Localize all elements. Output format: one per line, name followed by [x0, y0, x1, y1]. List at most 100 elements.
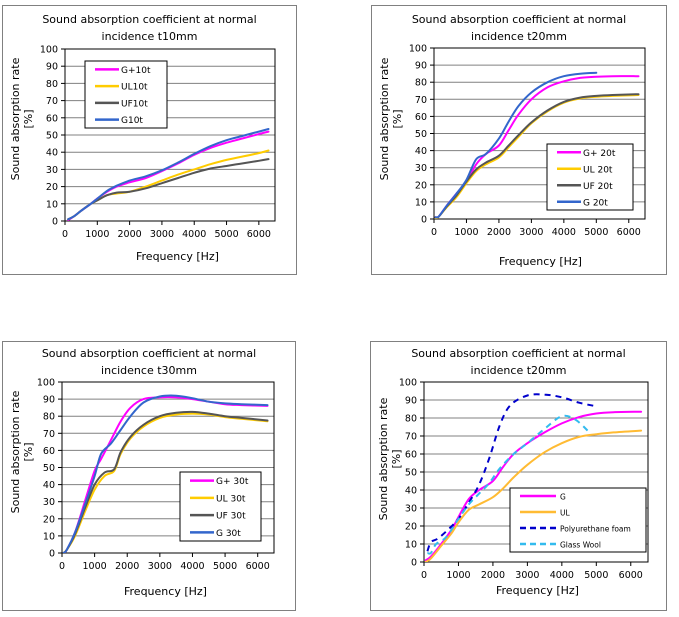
x-tick-label: 1000 — [85, 229, 109, 240]
legend-label: UF10t — [121, 99, 148, 109]
y-tick-label: 80 — [405, 414, 417, 425]
y-tick-label: 90 — [43, 395, 55, 406]
y-tick-label: 60 — [415, 112, 427, 123]
legend: G+10t UL10t UF10t G10t — [84, 60, 168, 129]
x-axis-label: Frequency [Hz] — [496, 584, 579, 597]
legend-box — [84, 60, 168, 129]
chart-t20mm-comparison: Sound absorption coefficient at normal i… — [370, 341, 667, 611]
chart-title-line1: Sound absorption coefficient at normal — [411, 347, 626, 360]
x-tick-label: 2000 — [118, 229, 142, 240]
x-tick-label: 5000 — [214, 229, 238, 240]
series-line-g-30t — [62, 394, 269, 553]
series-line-ul — [424, 429, 643, 562]
legend-label: G+ 20t — [583, 149, 616, 159]
legend-label: G — [560, 493, 566, 502]
y-tick-label: 60 — [46, 113, 58, 124]
y-tick-label: 20 — [415, 180, 427, 191]
plot-area — [64, 48, 276, 222]
legend-label: G10t — [121, 116, 143, 126]
y-tick-label: 10 — [43, 531, 55, 542]
y-tick-label: 100 — [37, 378, 55, 389]
y-tick-label: 100 — [399, 378, 417, 389]
y-tick-label: 0 — [52, 217, 58, 228]
y-tick-label: 90 — [405, 396, 417, 407]
chart-title: Sound absorption coefficient at normal i… — [3, 345, 295, 379]
legend-box — [179, 471, 262, 542]
y-tick-label: 10 — [415, 197, 427, 208]
y-tick-label: 30 — [405, 504, 417, 515]
x-axis-label: Frequency [Hz] — [499, 255, 582, 268]
y-tick-label: 80 — [415, 78, 427, 89]
plot-area — [61, 381, 275, 554]
chart-t20mm: Sound absorption coefficient at normal i… — [371, 5, 667, 275]
series-line-ul10t — [67, 149, 270, 221]
x-tick-label: 4000 — [182, 229, 206, 240]
y-tick-label: 40 — [43, 480, 55, 491]
x-tick-label: 0 — [62, 229, 68, 240]
y-tick-label: 0 — [49, 549, 55, 560]
y-tick-label: 0 — [411, 558, 417, 569]
series-line-g-20t — [434, 71, 598, 219]
y-tick-label: 30 — [46, 165, 58, 176]
y-tick-label: 100 — [40, 45, 58, 56]
legend-label: UL 30t — [216, 494, 246, 504]
series-line-g-10t — [67, 130, 270, 221]
legend-label: UF 20t — [583, 182, 613, 192]
x-tick-label: 1000 — [83, 561, 107, 572]
legend-label: G 30t — [216, 529, 241, 539]
y-tick-label: 0 — [421, 215, 427, 226]
series-group — [62, 394, 269, 553]
chart-t10mm: Sound absorption coefficient at normal i… — [2, 5, 297, 275]
x-tick-label: 3000 — [150, 229, 174, 240]
x-tick-label: 4000 — [180, 561, 204, 572]
x-tick-label: 0 — [421, 570, 427, 581]
legend-label: UF 30t — [216, 512, 246, 522]
chart-title-line1: Sound absorption coefficient at normal — [411, 13, 627, 26]
legend-label: G+ 30t — [216, 477, 249, 487]
chart-title-line1: Sound absorption coefficient at normal — [42, 13, 257, 26]
legend-label: UL 20t — [583, 165, 613, 175]
y-tick-label: 90 — [415, 61, 427, 72]
y-tick-label: 60 — [43, 446, 55, 457]
x-tick-label: 2000 — [487, 227, 511, 238]
series-group — [67, 128, 270, 221]
legend-label: Polyurethane foam — [560, 525, 631, 534]
y-tick-label: 70 — [415, 95, 427, 106]
y-tick-label: 80 — [43, 412, 55, 423]
x-tick-label: 2000 — [481, 570, 505, 581]
series-group — [424, 393, 643, 562]
legend: G+ 20t UL 20t UF 20t G 20t — [546, 143, 634, 211]
x-axis-label: Frequency [Hz] — [124, 585, 207, 598]
legend: G+ 30t UL 30t UF 30t G 30t — [179, 471, 262, 542]
y-tick-label: 30 — [415, 163, 427, 174]
series-line-glass-wool — [427, 414, 591, 555]
x-tick-label: 1000 — [454, 227, 478, 238]
y-tick-label: 40 — [415, 146, 427, 157]
chart-title-line2: incidence t20mm — [471, 30, 567, 43]
y-tick-label: 60 — [405, 450, 417, 461]
series-line-g — [424, 410, 643, 562]
y-tick-label: 50 — [43, 463, 55, 474]
chart-title-line1: Sound absorption coefficient at normal — [41, 347, 257, 360]
x-tick-label: 4000 — [552, 227, 576, 238]
legend-box — [509, 487, 647, 553]
chart-title-line2: incidence t30mm — [101, 364, 197, 377]
y-tick-label: 40 — [405, 486, 417, 497]
x-tick-label: 5000 — [213, 561, 237, 572]
x-tick-label: 4000 — [550, 570, 574, 581]
chart-title-line2: incidence t20mm — [470, 364, 567, 377]
y-tick-label: 10 — [405, 540, 417, 551]
y-tick-label: 70 — [43, 429, 55, 440]
series-line-polyurethane-foam — [426, 393, 597, 552]
series-group — [434, 71, 640, 219]
y-tick-label: 70 — [46, 96, 58, 107]
x-tick-label: 6000 — [619, 570, 643, 581]
legend-label: UL — [560, 509, 570, 518]
x-tick-label: 6000 — [246, 561, 270, 572]
series-line-g10t — [67, 128, 270, 221]
plot-area — [433, 47, 646, 220]
x-axis-label: Frequency [Hz] — [136, 250, 219, 263]
